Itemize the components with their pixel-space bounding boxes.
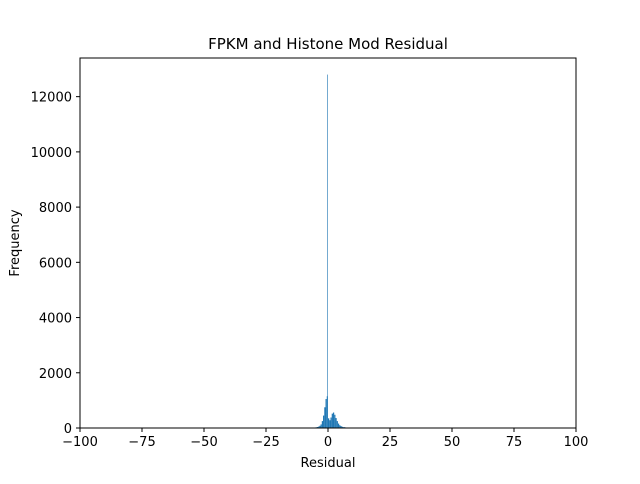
histogram-bar-17 xyxy=(330,418,331,428)
histogram-bar-15 xyxy=(328,418,329,428)
x-tick-label-2: −50 xyxy=(190,435,217,450)
histogram-bar-9 xyxy=(322,421,323,428)
x-axis-label: Residual xyxy=(301,456,356,471)
y-axis-label: Frequency xyxy=(8,209,23,276)
histogram-bar-8 xyxy=(321,424,322,428)
histogram-bar-16 xyxy=(329,420,330,428)
y-tick-label-5: 10000 xyxy=(31,146,72,161)
y-tick-label-1: 2000 xyxy=(39,367,72,382)
y-tick-label-4: 8000 xyxy=(39,201,72,216)
histogram-bar-21 xyxy=(335,418,336,428)
x-tick-label-0: −100 xyxy=(62,435,98,450)
histogram-bar-19 xyxy=(333,413,334,428)
chart-title: FPKM and Histone Mod Residual xyxy=(208,35,448,53)
y-tick-label-3: 6000 xyxy=(39,256,72,271)
x-tick-label-4: 0 xyxy=(324,435,332,450)
x-tick-label-8: 100 xyxy=(564,435,589,450)
histogram-bar-20 xyxy=(334,415,335,428)
x-tick-label-1: −75 xyxy=(128,435,155,450)
histogram-bar-10 xyxy=(323,416,324,428)
y-tick-label-6: 12000 xyxy=(31,91,72,106)
x-tick-label-7: 75 xyxy=(506,435,523,450)
x-tick-label-6: 50 xyxy=(444,435,461,450)
histogram-bar-11 xyxy=(324,407,325,428)
histogram-bar-18 xyxy=(332,414,333,428)
x-tick-label-3: −25 xyxy=(252,435,279,450)
histogram-bar-12 xyxy=(326,399,327,428)
histogram-bar-23 xyxy=(338,424,339,428)
y-tick-label-0: 0 xyxy=(64,422,72,437)
histogram-bar-14 xyxy=(327,75,328,428)
histogram-bar-22 xyxy=(337,421,338,428)
x-tick-label-5: 25 xyxy=(382,435,399,450)
y-tick-label-2: 4000 xyxy=(39,312,72,327)
histogram-bar-13 xyxy=(327,396,328,428)
